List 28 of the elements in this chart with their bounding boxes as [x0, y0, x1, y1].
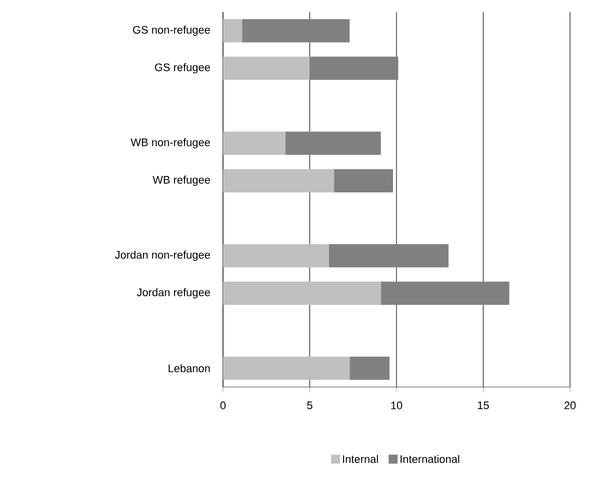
x-tick-label: 10 [391, 402, 402, 410]
bar [350, 356, 390, 380]
bar [222, 56, 310, 80]
y-tick-label: Lebanon [168, 364, 210, 372]
bar [242, 19, 350, 42]
y-tick-label: GS refugee [154, 63, 210, 74]
legend-label: International [400, 454, 460, 463]
y-tick-label: GS non-refugee [133, 26, 210, 36]
bar [328, 244, 449, 268]
bar [222, 244, 329, 268]
x-tick-label: 20 [564, 402, 576, 410]
x-tick-label: 15 [478, 402, 489, 410]
y-tick-label: Jordan non-refugee [114, 250, 210, 261]
x-tick-label: 0 [220, 402, 226, 410]
y-tick-label: Jordan refugee [136, 288, 210, 298]
bar [285, 132, 381, 155]
bar [380, 282, 510, 305]
bar [222, 19, 242, 42]
bar [222, 282, 381, 305]
bar [334, 169, 394, 192]
bar [310, 56, 398, 80]
legend-label: Internal [343, 454, 378, 463]
y-tick-label: WB non-refugee [130, 138, 210, 148]
bar [222, 132, 286, 155]
bar [222, 356, 350, 380]
y-tick-label: WB refugee [152, 176, 210, 186]
bar [222, 169, 334, 192]
x-tick-label: 5 [307, 402, 312, 410]
